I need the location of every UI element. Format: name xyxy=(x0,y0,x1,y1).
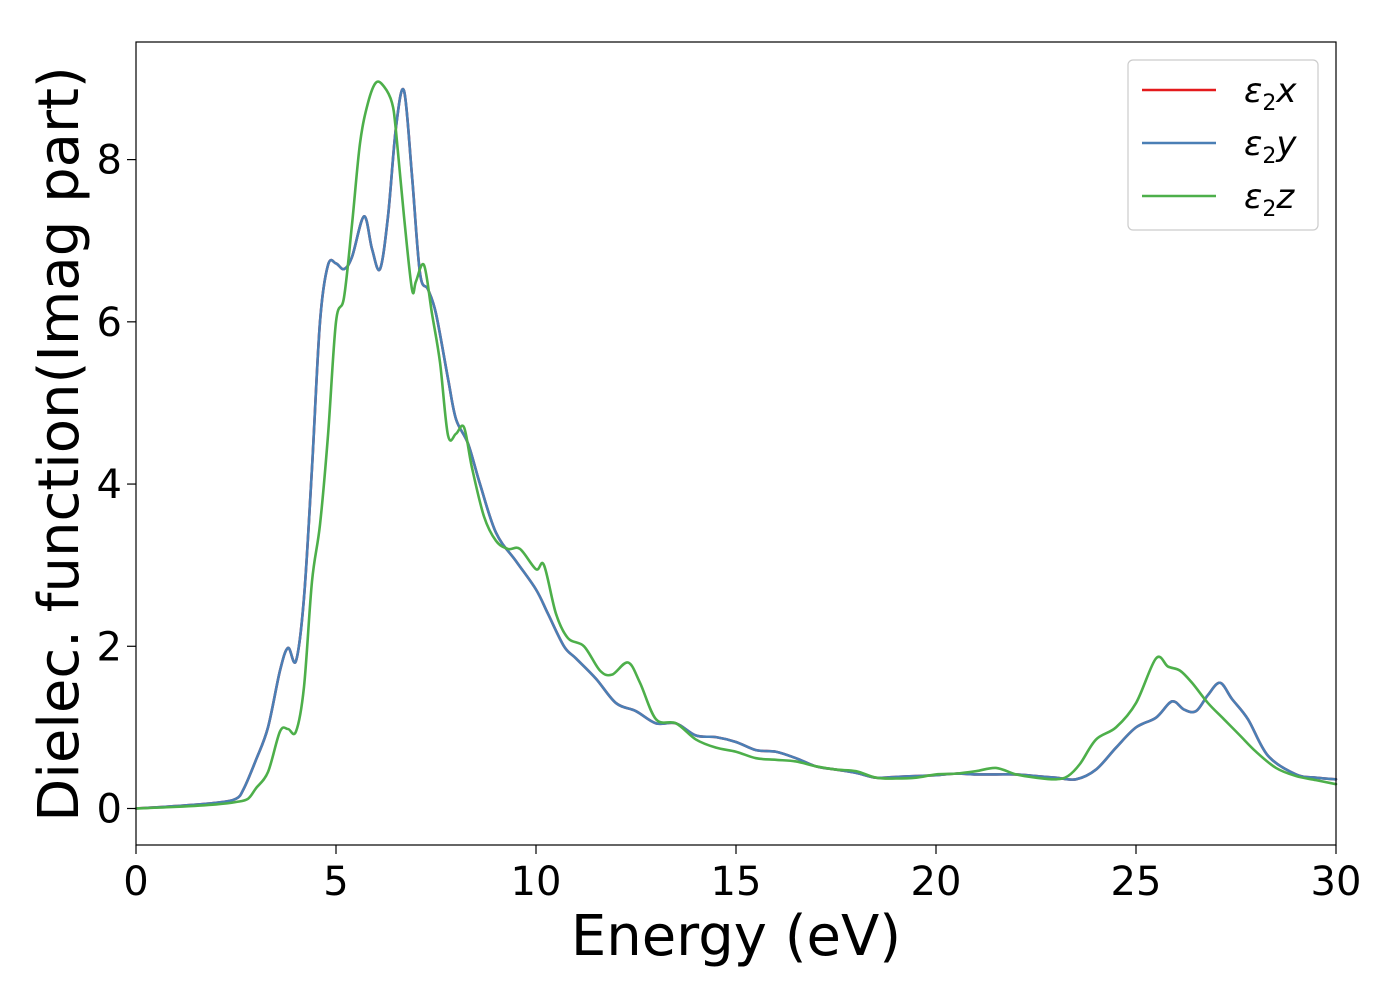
x-tick-label: 10 xyxy=(511,859,562,905)
y-tick-label: 4 xyxy=(97,462,122,508)
y-tick-label: 6 xyxy=(97,300,122,346)
x-tick-label: 15 xyxy=(711,859,762,905)
y-axis-label: Dielec. function(Imag part) xyxy=(27,66,92,822)
legend-frame xyxy=(1127,59,1319,231)
x-axis-label: Energy (eV) xyxy=(571,904,901,969)
legend: ε2x ε2y ε2z xyxy=(1127,59,1319,231)
legend-label: ε2y xyxy=(1244,124,1297,169)
y-tick-label: 2 xyxy=(97,624,122,670)
legend-label: ε2x xyxy=(1244,71,1297,116)
x-tick-label: 20 xyxy=(911,859,962,905)
x-tick-label: 25 xyxy=(1111,859,1162,905)
series-layer xyxy=(134,80,1338,810)
series-line-e2z xyxy=(134,80,1338,810)
y-tick-label: 0 xyxy=(97,787,122,833)
x-tick-label: 0 xyxy=(123,859,148,905)
x-tick-label: 5 xyxy=(323,859,348,905)
y-axis-ticks: 0 2 4 6 8 xyxy=(97,138,136,833)
x-tick-label: 30 xyxy=(1311,859,1362,905)
legend-label: ε2z xyxy=(1244,177,1295,222)
x-axis-ticks: 0 5 10 15 20 25 30 xyxy=(123,845,1361,905)
y-tick-label: 8 xyxy=(97,138,122,184)
series-line-e2y xyxy=(134,87,1338,810)
